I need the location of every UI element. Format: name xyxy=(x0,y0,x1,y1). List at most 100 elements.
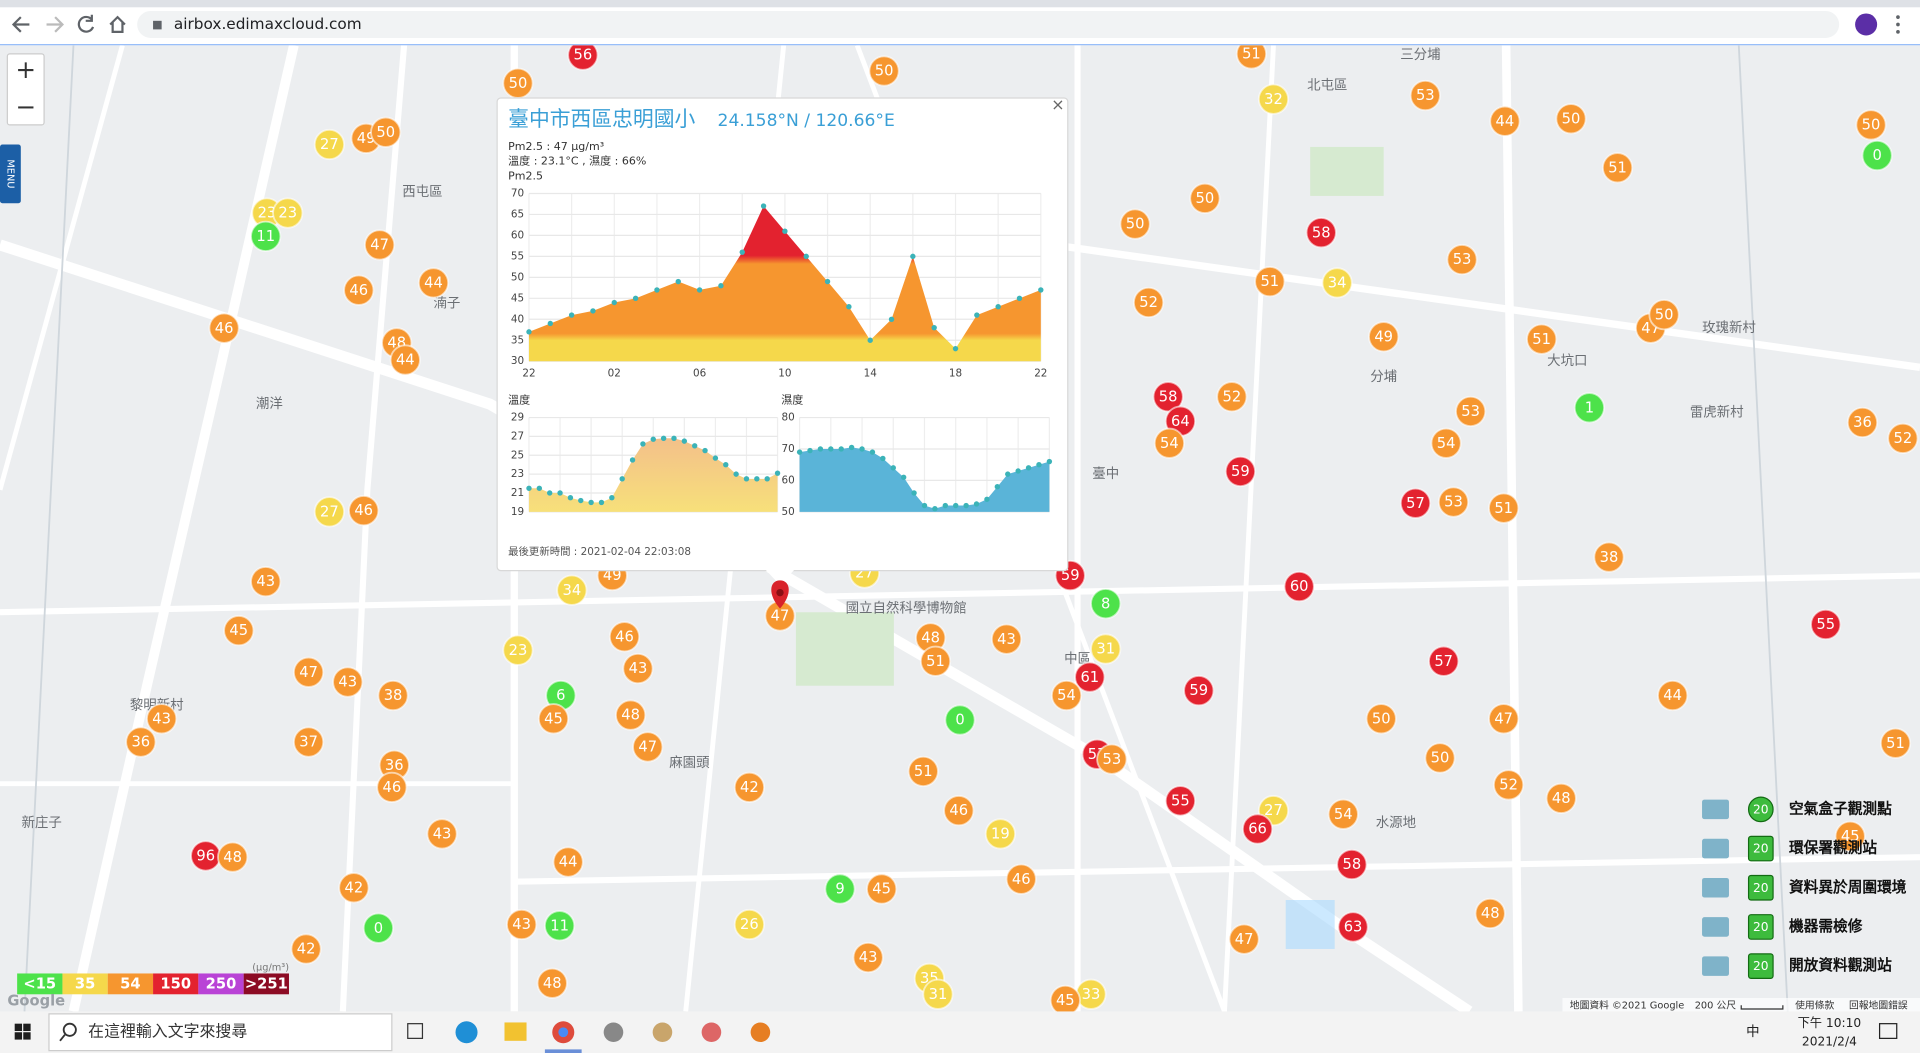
station-marker xyxy=(944,704,976,736)
x-tick-label: 10 xyxy=(778,367,791,379)
station-marker xyxy=(1119,208,1151,240)
point xyxy=(803,253,809,260)
report[interactable]: 回報地圖錯誤 xyxy=(1849,998,1908,1011)
station-marker xyxy=(1257,83,1290,115)
station-marker xyxy=(1090,588,1122,620)
station-type-icon xyxy=(1702,838,1729,859)
station-type-label: 資料異於周圍環境 xyxy=(1789,878,1907,896)
clock-date[interactable]: 2021/2/4 xyxy=(1802,1035,1857,1049)
station-marker xyxy=(223,615,255,647)
point xyxy=(900,474,907,480)
terms[interactable]: 使用條款 xyxy=(1795,998,1834,1011)
humidity-chart-title: 濕度 xyxy=(781,392,803,406)
station-marker xyxy=(1216,381,1248,413)
station-marker xyxy=(1096,743,1128,775)
profile[interactable] xyxy=(1855,13,1878,36)
station-value: 43 xyxy=(997,631,1016,648)
station-value: 60 xyxy=(1290,578,1309,595)
station-value: 6 xyxy=(556,687,565,704)
station-value: 42 xyxy=(740,779,759,796)
point xyxy=(1025,465,1032,471)
search-box[interactable] xyxy=(48,1013,393,1052)
edge[interactable] xyxy=(455,1021,478,1044)
station-value: 49 xyxy=(1374,328,1393,345)
station-marker xyxy=(1365,703,1397,735)
home-button[interactable] xyxy=(109,15,126,33)
popup-title: 臺中市西區忠明國小 xyxy=(508,107,695,131)
address-bar[interactable] xyxy=(137,11,1840,38)
station-marker xyxy=(1437,486,1470,518)
point xyxy=(1005,471,1011,477)
station-marker xyxy=(1409,79,1441,112)
point xyxy=(557,490,563,496)
level-label: 35 xyxy=(75,975,95,992)
station-marker xyxy=(608,621,641,653)
point xyxy=(1046,458,1053,465)
place-label: 湳子 xyxy=(433,296,460,312)
station-marker xyxy=(1305,217,1337,249)
zoom-out[interactable]: − xyxy=(15,92,36,121)
station-marker xyxy=(990,623,1023,655)
station-value: 19 xyxy=(991,825,1010,842)
station-value: 47 xyxy=(1494,710,1513,727)
station-value: 50 xyxy=(1126,216,1145,233)
point xyxy=(1036,462,1042,468)
station-value: 45 xyxy=(229,622,248,639)
y-tick-label: 65 xyxy=(511,208,524,220)
back-button[interactable] xyxy=(11,16,30,33)
point xyxy=(598,499,605,506)
station-marker xyxy=(272,197,304,229)
menu-label[interactable]: MENU xyxy=(4,159,15,188)
popup-coords: 24.158°N / 120.66°E xyxy=(718,111,895,131)
station-value: 38 xyxy=(384,687,403,704)
station-marker xyxy=(1321,267,1353,299)
clock-time[interactable]: 下午 10:10 xyxy=(1798,1016,1862,1030)
point xyxy=(953,502,959,509)
station-marker xyxy=(1050,679,1083,712)
start[interactable] xyxy=(14,1023,31,1040)
point xyxy=(952,345,959,352)
point xyxy=(974,312,980,318)
station-value: 54 xyxy=(1057,687,1076,704)
station-value: 51 xyxy=(1608,159,1627,176)
station-value: 52 xyxy=(1139,294,1158,311)
station-marker xyxy=(536,967,568,999)
station-marker xyxy=(292,726,325,758)
station-value: 38 xyxy=(1600,549,1619,566)
station-value: 36 xyxy=(131,734,150,751)
station-marker xyxy=(1861,139,1893,172)
zoom-in[interactable]: + xyxy=(15,55,36,84)
close-button[interactable]: × xyxy=(1051,95,1064,114)
pm-chart-title: Pm2.5 xyxy=(508,169,543,182)
station-marker xyxy=(1132,286,1165,319)
station-count-box xyxy=(1747,835,1774,862)
temp-chart-title: 溫度 xyxy=(508,392,530,406)
menu-tab[interactable] xyxy=(0,144,21,204)
point xyxy=(526,485,532,491)
station-type-icon xyxy=(1702,917,1729,937)
station-value: 43 xyxy=(152,710,171,727)
station-marker xyxy=(506,908,538,941)
station-marker xyxy=(348,495,380,527)
station-value: 57 xyxy=(1434,653,1453,670)
station-marker xyxy=(1492,769,1525,801)
station-marker xyxy=(1555,103,1587,135)
station-marker xyxy=(1283,570,1315,603)
reload-button[interactable] xyxy=(77,14,95,33)
station-marker xyxy=(363,229,396,261)
x-tick-label: 22 xyxy=(522,367,535,379)
station-value: 42 xyxy=(345,879,364,896)
forward-button[interactable] xyxy=(46,16,65,33)
ime[interactable]: 中 xyxy=(1746,1024,1759,1040)
station-value: 52 xyxy=(1894,430,1913,447)
station-marker xyxy=(543,910,576,942)
station-marker xyxy=(1428,645,1460,677)
station-value: 56 xyxy=(574,47,593,64)
station-value: 48 xyxy=(621,707,640,724)
level-swatch xyxy=(153,973,199,995)
explorer[interactable] xyxy=(504,1022,527,1041)
point xyxy=(712,455,719,461)
station-marker xyxy=(292,656,325,688)
station-marker xyxy=(907,755,939,788)
station-value: 23 xyxy=(278,205,297,222)
